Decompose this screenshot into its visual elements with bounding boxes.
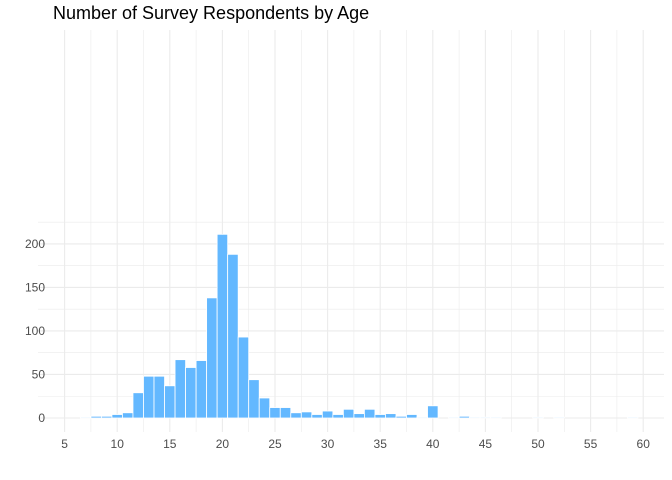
bar-age-38 (406, 414, 418, 419)
bar-age-36 (385, 413, 397, 419)
y-tick-label: 0 (38, 411, 45, 425)
bar-age-7 (79, 416, 92, 419)
bar-age-33 (353, 413, 365, 419)
bar-age-9 (101, 415, 113, 419)
bar-age-42 (448, 416, 460, 419)
grid-lines (38, 30, 664, 432)
bar-age-8 (90, 415, 102, 419)
bar-age-24 (258, 397, 271, 419)
bar-age-44 (469, 416, 481, 419)
bar-age-52 (553, 416, 565, 419)
bar-age-45 (479, 416, 492, 419)
bar-age-16 (174, 359, 186, 419)
tick-labels: 5 10 15 20 25 30 35 40 45 50 55 60 0 50 100 150 200 (25, 237, 650, 451)
bar-age-22 (237, 336, 250, 419)
y-tick-label: 200 (25, 237, 45, 251)
x-tick-label: 30 (321, 437, 335, 451)
bar-age-20 (216, 233, 229, 419)
bar-age-13 (143, 375, 155, 419)
bar-age-12 (132, 392, 144, 419)
x-tick-label: 60 (637, 437, 651, 451)
bar-age-50 (532, 416, 544, 419)
bar-age-59 (627, 416, 639, 419)
x-tick-label: 50 (531, 437, 545, 451)
bar-age-34 (364, 408, 376, 419)
bar-age-35 (374, 414, 386, 419)
y-tick-label: 50 (32, 367, 46, 381)
bar-age-40 (427, 405, 439, 419)
bar-age-14 (153, 375, 165, 419)
bar-age-31 (332, 414, 344, 419)
x-tick-label: 40 (426, 437, 440, 451)
x-tick-label: 20 (216, 437, 230, 451)
bar-age-43 (458, 415, 471, 419)
x-tick-label: 55 (584, 437, 598, 451)
x-tick-label: 25 (268, 437, 282, 451)
bar-age-39 (416, 416, 428, 419)
bar-age-28 (300, 411, 313, 419)
bar-age-29 (311, 414, 323, 419)
bar-age-46 (490, 416, 502, 419)
y-tick-label: 100 (25, 324, 45, 338)
bar-age-30 (321, 410, 334, 419)
bar-age-11 (122, 412, 134, 419)
bar-age-19 (206, 297, 218, 419)
x-tick-label: 35 (374, 437, 388, 451)
x-tick-label: 45 (479, 437, 493, 451)
x-tick-label: 10 (111, 437, 125, 451)
bar-age-18 (195, 360, 208, 419)
chart-title: Number of Survey Respondents by Age (53, 3, 370, 23)
bar-age-23 (248, 379, 260, 419)
x-tick-label: 5 (61, 437, 68, 451)
bar-age-10 (111, 414, 123, 419)
bar-age-37 (395, 415, 407, 419)
bar-age-26 (279, 407, 292, 419)
bar-age-27 (290, 412, 302, 419)
bar-age-21 (227, 253, 239, 419)
bar-age-32 (342, 408, 355, 419)
bar-age-25 (269, 407, 281, 419)
bar-age-15 (164, 385, 176, 419)
y-tick-label: 150 (25, 280, 45, 294)
bar-age-17 (185, 367, 197, 419)
bars (79, 233, 639, 419)
x-tick-label: 15 (163, 437, 177, 451)
